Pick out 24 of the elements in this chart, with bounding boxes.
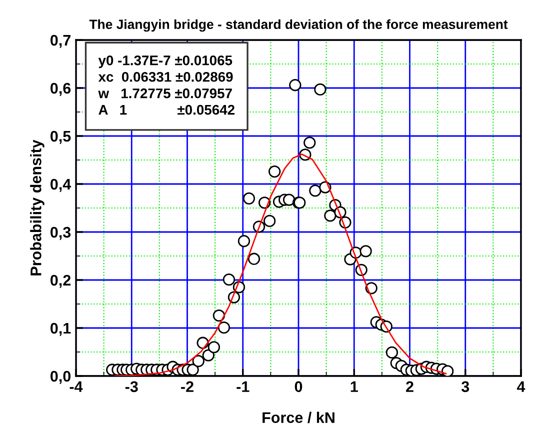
annotation: y0 -1.37E-7 ±0.01065 [98, 55, 232, 68]
x-tick-label: 2 [406, 381, 414, 392]
annotation: A 1 ±0.05642 [98, 104, 234, 115]
x-tick-label: 1 [350, 381, 358, 392]
x-tick-label: -4 [70, 381, 83, 392]
x-tick-label: 4 [516, 381, 526, 392]
y-tick-label: 0,4 [50, 178, 72, 192]
annotation: w 1.72775 ±0.07957 [98, 88, 232, 98]
y-tick-label: 0,5 [50, 130, 71, 144]
x-tick-label: 0 [294, 381, 302, 392]
y-tick-label: 0,0 [50, 370, 71, 384]
y-tick-label: 0,1 [50, 322, 71, 336]
y-tick-label: 0,3 [50, 226, 71, 240]
y-tick-label: 0,7 [50, 34, 70, 48]
y-tick-label: 0,2 [50, 274, 71, 288]
x-tick-label: -2 [181, 381, 194, 392]
x-tick-label: 3 [461, 381, 470, 392]
chart-title: The Jiangyin bridge - standard deviation of the force measurement [89, 19, 508, 32]
y-axis-title: Probability density [30, 140, 44, 276]
x-tick-label: -1 [236, 381, 250, 392]
x-axis-title: Force / kN [262, 412, 334, 424]
x-tick-label: -3 [125, 381, 138, 392]
y-tick-label: 0,6 [50, 82, 71, 96]
annotation: xc 0.06331 ±0.02869 [98, 72, 233, 82]
